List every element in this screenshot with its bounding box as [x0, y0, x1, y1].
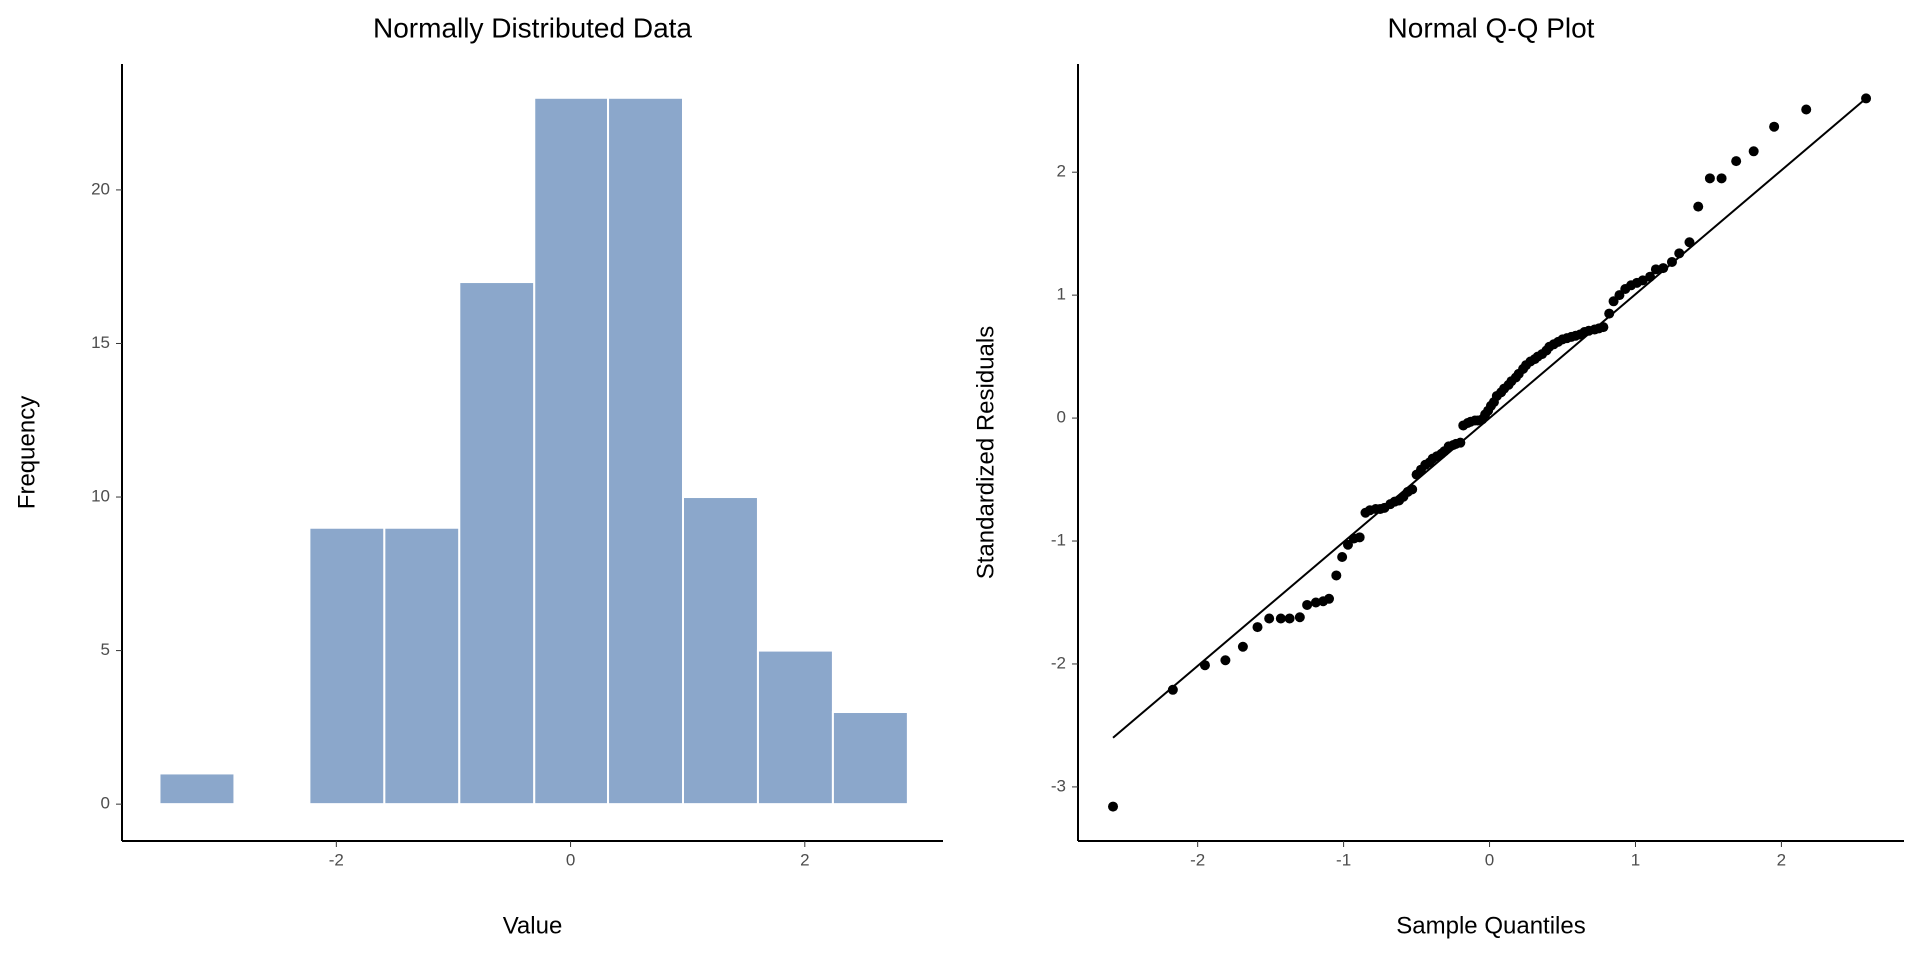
point: [1264, 613, 1275, 624]
point: [1108, 801, 1119, 812]
y-axis-label: Standardized Residuals: [972, 326, 999, 580]
point: [1354, 532, 1365, 543]
x-tick-label: -1: [1336, 850, 1351, 869]
bar: [383, 526, 461, 806]
bar: [831, 711, 909, 806]
point: [1645, 271, 1656, 282]
point: [1674, 248, 1685, 259]
point: [1407, 484, 1418, 495]
point: [1294, 612, 1305, 623]
y-axis-label: Frequency: [13, 396, 40, 509]
point: [1604, 308, 1615, 319]
y-tick-label: 15: [91, 333, 110, 352]
point: [1324, 593, 1335, 604]
bar: [308, 526, 386, 806]
y-tick-label: -1: [1051, 531, 1066, 550]
bar: [533, 96, 610, 806]
point: [1658, 263, 1669, 274]
point: [1302, 599, 1313, 610]
chart-title: Normal Q-Q Plot: [1388, 12, 1595, 43]
y-tick-label: 10: [91, 487, 110, 506]
y-tick-label: -3: [1051, 776, 1066, 795]
x-tick-label: 0: [1485, 850, 1494, 869]
y-tick-label: -2: [1051, 653, 1066, 672]
bar: [681, 496, 759, 806]
point: [1704, 173, 1715, 184]
y-tick-label: 20: [91, 179, 110, 198]
bar: [158, 772, 236, 806]
point: [1199, 660, 1210, 671]
x-axis-label: Value: [503, 912, 563, 939]
bar: [458, 281, 536, 806]
x-tick-label: 2: [1777, 850, 1786, 869]
x-tick-label: 2: [800, 850, 809, 869]
point: [1684, 237, 1695, 248]
point: [1716, 173, 1727, 184]
point: [1693, 201, 1704, 212]
reference-line: [1112, 97, 1867, 739]
point: [1337, 552, 1348, 563]
point: [1769, 121, 1780, 132]
point: [1331, 570, 1342, 581]
y-tick-label: 0: [101, 794, 110, 813]
point: [1237, 641, 1248, 652]
point: [1801, 104, 1812, 115]
x-tick-label: -2: [329, 850, 344, 869]
bar: [607, 96, 684, 806]
point: [1284, 613, 1295, 624]
point: [1861, 93, 1872, 104]
y-tick-label: 2: [1057, 162, 1066, 181]
point: [1748, 146, 1759, 157]
point: [1598, 322, 1609, 333]
bar: [756, 649, 834, 806]
x-tick-label: -2: [1190, 850, 1205, 869]
point: [1666, 256, 1677, 267]
x-axis-label: Sample Quantiles: [1396, 912, 1585, 939]
point: [1167, 684, 1178, 695]
point: [1731, 156, 1742, 167]
y-tick-label: 0: [1057, 408, 1066, 427]
point: [1220, 655, 1231, 666]
chart-title: Normally Distributed Data: [373, 12, 692, 43]
x-tick-label: 1: [1631, 850, 1640, 869]
y-tick-label: 1: [1057, 285, 1066, 304]
point: [1275, 613, 1286, 624]
y-tick-label: 5: [101, 640, 110, 659]
point: [1455, 437, 1466, 448]
x-tick-label: 0: [566, 850, 575, 869]
point: [1252, 622, 1263, 633]
